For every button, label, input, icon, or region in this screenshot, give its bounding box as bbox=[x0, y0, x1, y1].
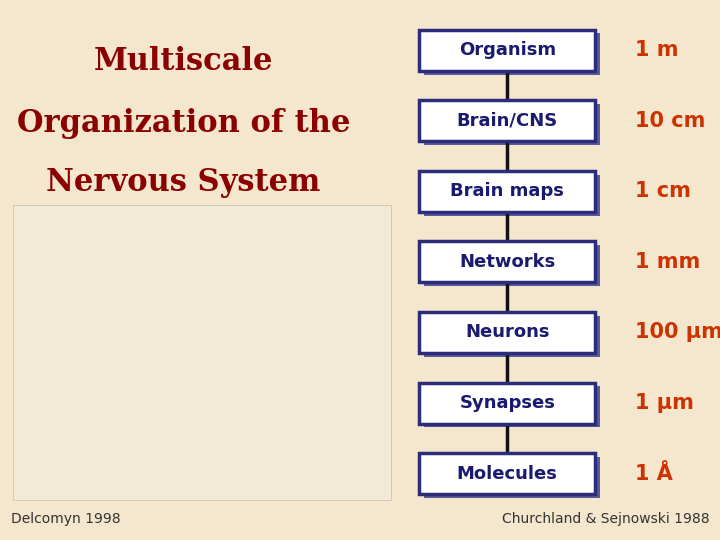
Bar bbox=[424, 174, 600, 215]
Bar bbox=[424, 104, 600, 145]
Text: 100 μm: 100 μm bbox=[635, 322, 720, 342]
Bar bbox=[424, 316, 600, 357]
Text: 1 cm: 1 cm bbox=[635, 181, 691, 201]
Text: 1 μm: 1 μm bbox=[635, 393, 694, 413]
Text: Organization of the: Organization of the bbox=[17, 108, 351, 139]
Text: 1 mm: 1 mm bbox=[635, 252, 701, 272]
Bar bbox=[424, 386, 600, 427]
Text: 10 cm: 10 cm bbox=[635, 111, 706, 131]
Bar bbox=[13, 205, 391, 500]
Bar bbox=[419, 382, 595, 423]
Text: Multiscale: Multiscale bbox=[94, 46, 274, 77]
Text: Networks: Networks bbox=[459, 253, 555, 271]
Bar bbox=[419, 241, 595, 282]
Text: Brain/CNS: Brain/CNS bbox=[456, 112, 558, 130]
Text: 1 Å: 1 Å bbox=[635, 463, 672, 484]
Text: Organism: Organism bbox=[459, 41, 556, 59]
Text: Neurons: Neurons bbox=[465, 323, 549, 341]
Text: 1 m: 1 m bbox=[635, 40, 678, 60]
Bar bbox=[419, 171, 595, 212]
Text: Delcomyn 1998: Delcomyn 1998 bbox=[11, 512, 120, 526]
Bar bbox=[419, 312, 595, 353]
Text: Nervous System: Nervous System bbox=[46, 167, 321, 198]
Bar bbox=[424, 457, 600, 498]
Text: Churchland & Sejnowski 1988: Churchland & Sejnowski 1988 bbox=[502, 512, 709, 526]
Bar bbox=[424, 33, 600, 75]
Bar bbox=[424, 245, 600, 286]
Bar bbox=[419, 100, 595, 141]
Bar bbox=[419, 30, 595, 71]
Text: Synapses: Synapses bbox=[459, 394, 555, 412]
Text: Molecules: Molecules bbox=[456, 464, 558, 483]
Bar bbox=[419, 453, 595, 494]
Text: Brain maps: Brain maps bbox=[450, 183, 564, 200]
